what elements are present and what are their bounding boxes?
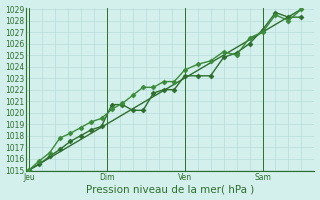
X-axis label: Pression niveau de la mer( hPa ): Pression niveau de la mer( hPa ) [86,184,254,194]
